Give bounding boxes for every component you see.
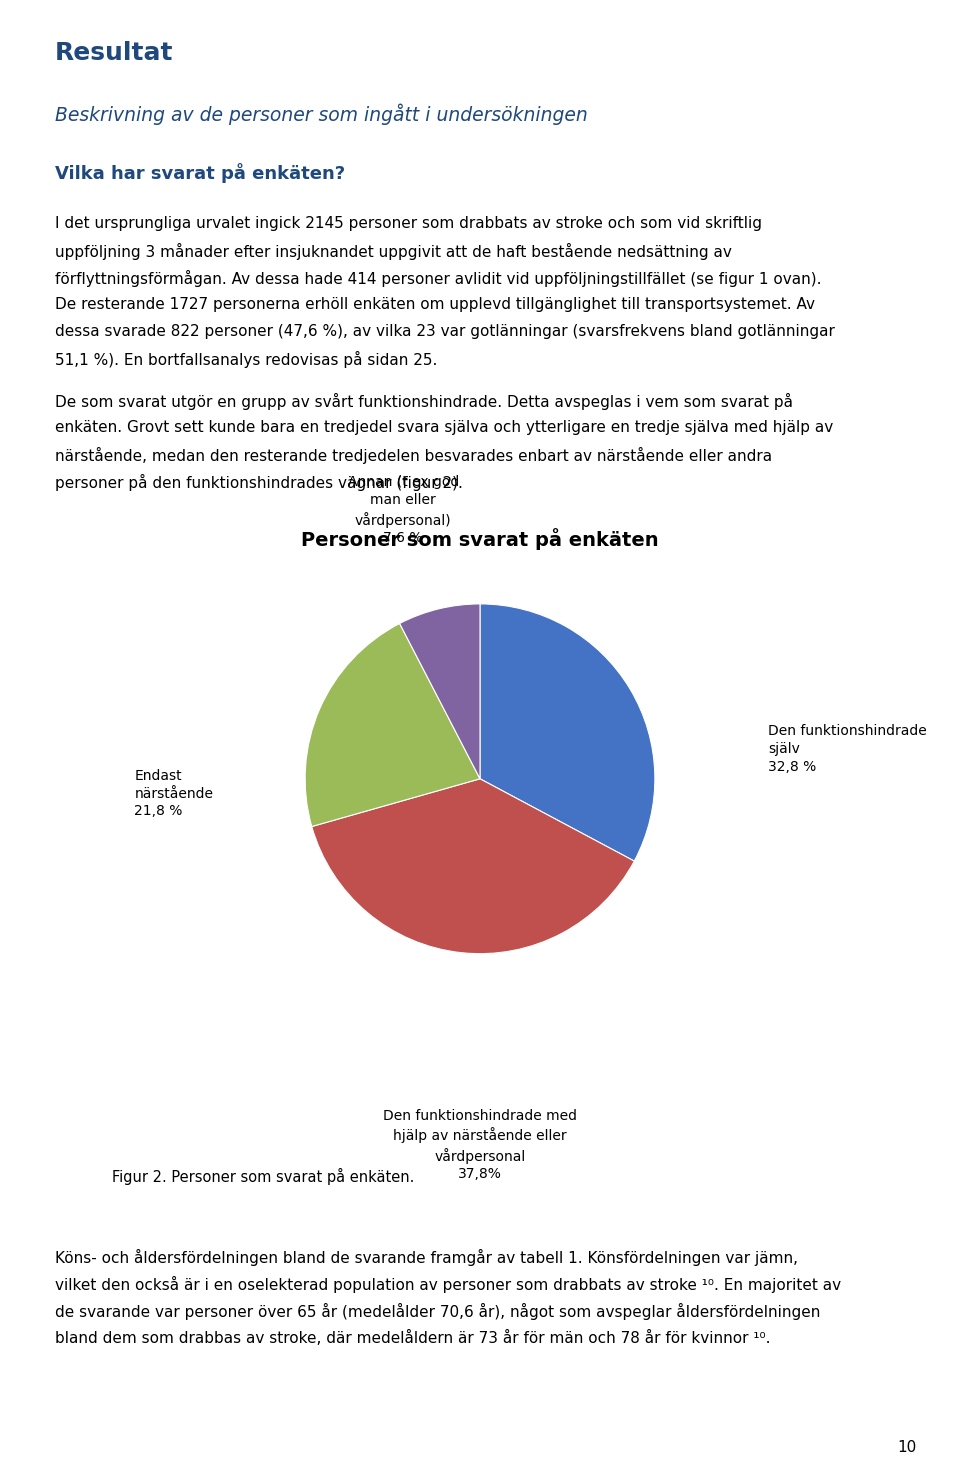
Text: Vilka har svarat på enkäten?: Vilka har svarat på enkäten?: [55, 163, 345, 182]
Text: De resterande 1727 personerna erhöll enkäten om upplevd tillgänglighet till tran: De resterande 1727 personerna erhöll enk…: [55, 298, 815, 313]
Text: 10: 10: [898, 1441, 917, 1455]
Text: Beskrivning av de personer som ingått i undersökningen: Beskrivning av de personer som ingått i …: [55, 104, 588, 126]
Text: Endast
närstående
21,8 %: Endast närstående 21,8 %: [134, 769, 213, 818]
Text: Den funktionshindrade med
hjälp av närstående eller
vårdpersonal
37,8%: Den funktionshindrade med hjälp av närst…: [383, 1109, 577, 1181]
Text: 51,1 %). En bortfallsanalys redovisas på sidan 25.: 51,1 %). En bortfallsanalys redovisas på…: [55, 351, 437, 368]
Text: vilket den också är i en oselekterad population av personer som drabbats av stro: vilket den också är i en oselekterad pop…: [55, 1276, 841, 1294]
Text: personer på den funktionshindrades vägnar (figur 2).: personer på den funktionshindrades vägna…: [55, 474, 463, 491]
Text: Resultat: Resultat: [55, 41, 173, 65]
Text: närstående, medan den resterande tredjedelen besvarades enbart av närstående ell: närstående, medan den resterande tredjed…: [55, 448, 772, 464]
Text: I det ursprungliga urvalet ingick 2145 personer som drabbats av stroke och som v: I det ursprungliga urvalet ingick 2145 p…: [55, 216, 761, 231]
Wedge shape: [305, 624, 480, 827]
Text: bland dem som drabbas av stroke, där medelåldern är 73 år för män och 78 år för : bland dem som drabbas av stroke, där med…: [55, 1331, 770, 1346]
Wedge shape: [399, 605, 480, 780]
Text: Annan (t ex god
man eller
vårdpersonal)
7,6 %: Annan (t ex god man eller vårdpersonal) …: [348, 476, 459, 545]
Wedge shape: [312, 780, 635, 953]
Text: de svarande var personer över 65 år (medelålder 70,6 år), något som avspeglar ål: de svarande var personer över 65 år (med…: [55, 1303, 820, 1320]
Text: förflyttningsförmågan. Av dessa hade 414 personer avlidit vid uppföljningstillfä: förflyttningsförmågan. Av dessa hade 414…: [55, 270, 821, 288]
Text: Den funktionshindrade
själv
32,8 %: Den funktionshindrade själv 32,8 %: [768, 725, 926, 774]
Wedge shape: [480, 605, 655, 861]
Text: Personer som svarat på enkäten: Personer som svarat på enkäten: [301, 528, 659, 550]
Text: dessa svarade 822 personer (47,6 %), av vilka 23 var gotlänningar (svarsfrekvens: dessa svarade 822 personer (47,6 %), av …: [55, 325, 834, 339]
Text: uppföljning 3 månader efter insjuknandet uppgivit att de haft bestående nedsättn: uppföljning 3 månader efter insjuknandet…: [55, 243, 732, 261]
Text: enkäten. Grovt sett kunde bara en tredjedel svara själva och ytterligare en tred: enkäten. Grovt sett kunde bara en tredje…: [55, 419, 833, 436]
Text: De som svarat utgör en grupp av svårt funktionshindrade. Detta avspeglas i vem s: De som svarat utgör en grupp av svårt fu…: [55, 393, 793, 411]
Text: Köns- och åldersfördelningen bland de svarande framgår av tabell 1. Könsfördelni: Köns- och åldersfördelningen bland de sv…: [55, 1249, 798, 1266]
Text: Figur 2. Personer som svarat på enkäten.: Figur 2. Personer som svarat på enkäten.: [112, 1168, 415, 1184]
